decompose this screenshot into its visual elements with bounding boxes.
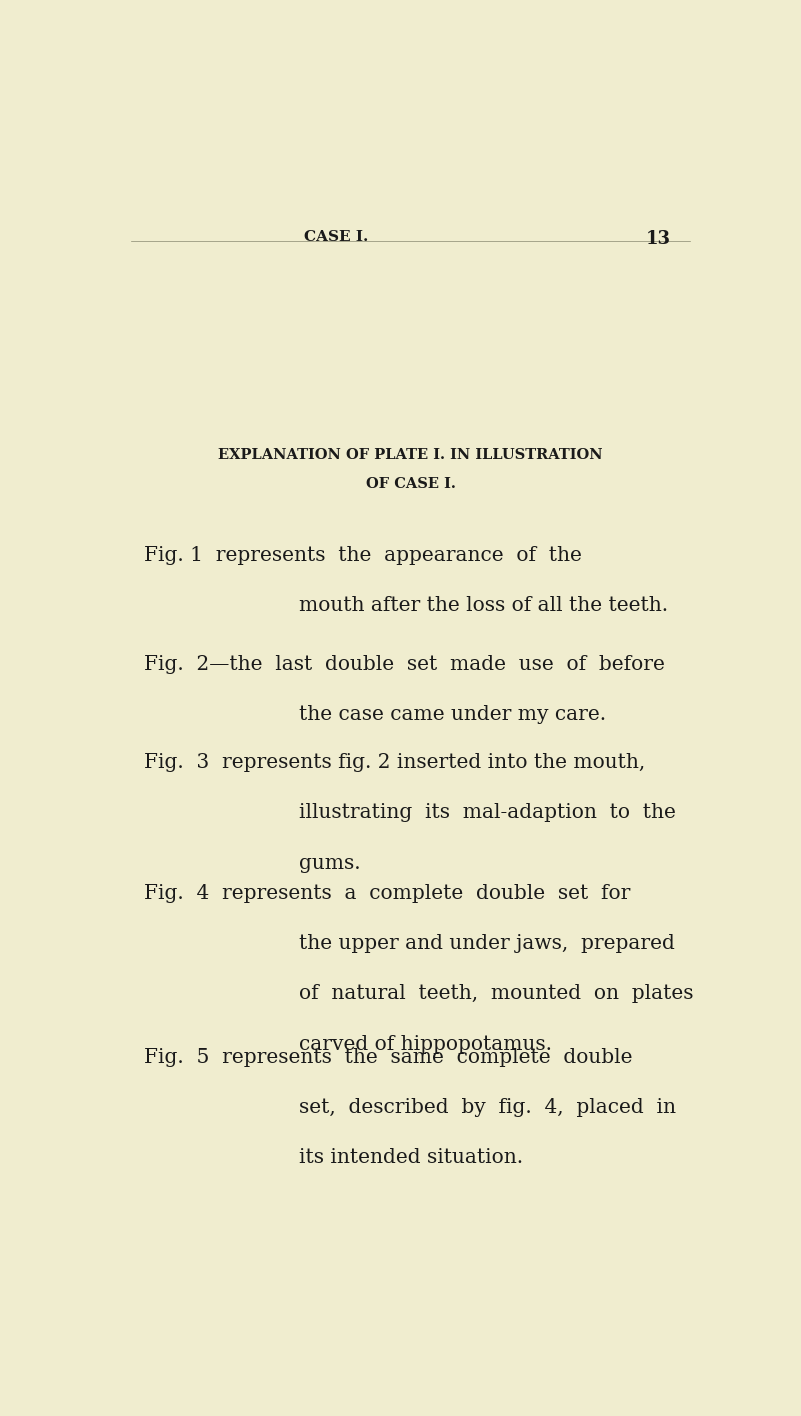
Text: of  natural  teeth,  mounted  on  plates: of natural teeth, mounted on plates: [299, 984, 694, 1004]
Text: its intended situation.: its intended situation.: [299, 1148, 523, 1167]
Text: 13: 13: [646, 229, 671, 248]
Text: mouth after the loss of all the teeth.: mouth after the loss of all the teeth.: [299, 596, 668, 615]
Text: OF CASE I.: OF CASE I.: [365, 477, 456, 491]
Text: Fig.  4  represents  a  complete  double  set  for: Fig. 4 represents a complete double set …: [143, 884, 630, 903]
Text: illustrating  its  mal-adaption  to  the: illustrating its mal-adaption to the: [299, 803, 676, 823]
Text: set,  described  by  fig.  4,  placed  in: set, described by fig. 4, placed in: [299, 1097, 676, 1117]
Text: Fig.  2—the  last  double  set  made  use  of  before: Fig. 2—the last double set made use of b…: [143, 656, 665, 674]
Text: the case came under my care.: the case came under my care.: [299, 705, 606, 724]
Text: gums.: gums.: [299, 854, 360, 872]
Text: the upper and under jaws,  prepared: the upper and under jaws, prepared: [299, 935, 674, 953]
Text: CASE I.: CASE I.: [304, 229, 368, 244]
Text: Fig.  5  represents  the  same  complete  double: Fig. 5 represents the same complete doub…: [143, 1048, 632, 1066]
Text: Fig. 1  represents  the  appearance  of  the: Fig. 1 represents the appearance of the: [143, 547, 582, 565]
Text: carved of hippopotamus.: carved of hippopotamus.: [299, 1035, 552, 1054]
Text: EXPLANATION OF PLATE I. IN ILLUSTRATION: EXPLANATION OF PLATE I. IN ILLUSTRATION: [218, 447, 603, 462]
Text: Fig.  3  represents fig. 2 inserted into the mouth,: Fig. 3 represents fig. 2 inserted into t…: [143, 753, 645, 772]
